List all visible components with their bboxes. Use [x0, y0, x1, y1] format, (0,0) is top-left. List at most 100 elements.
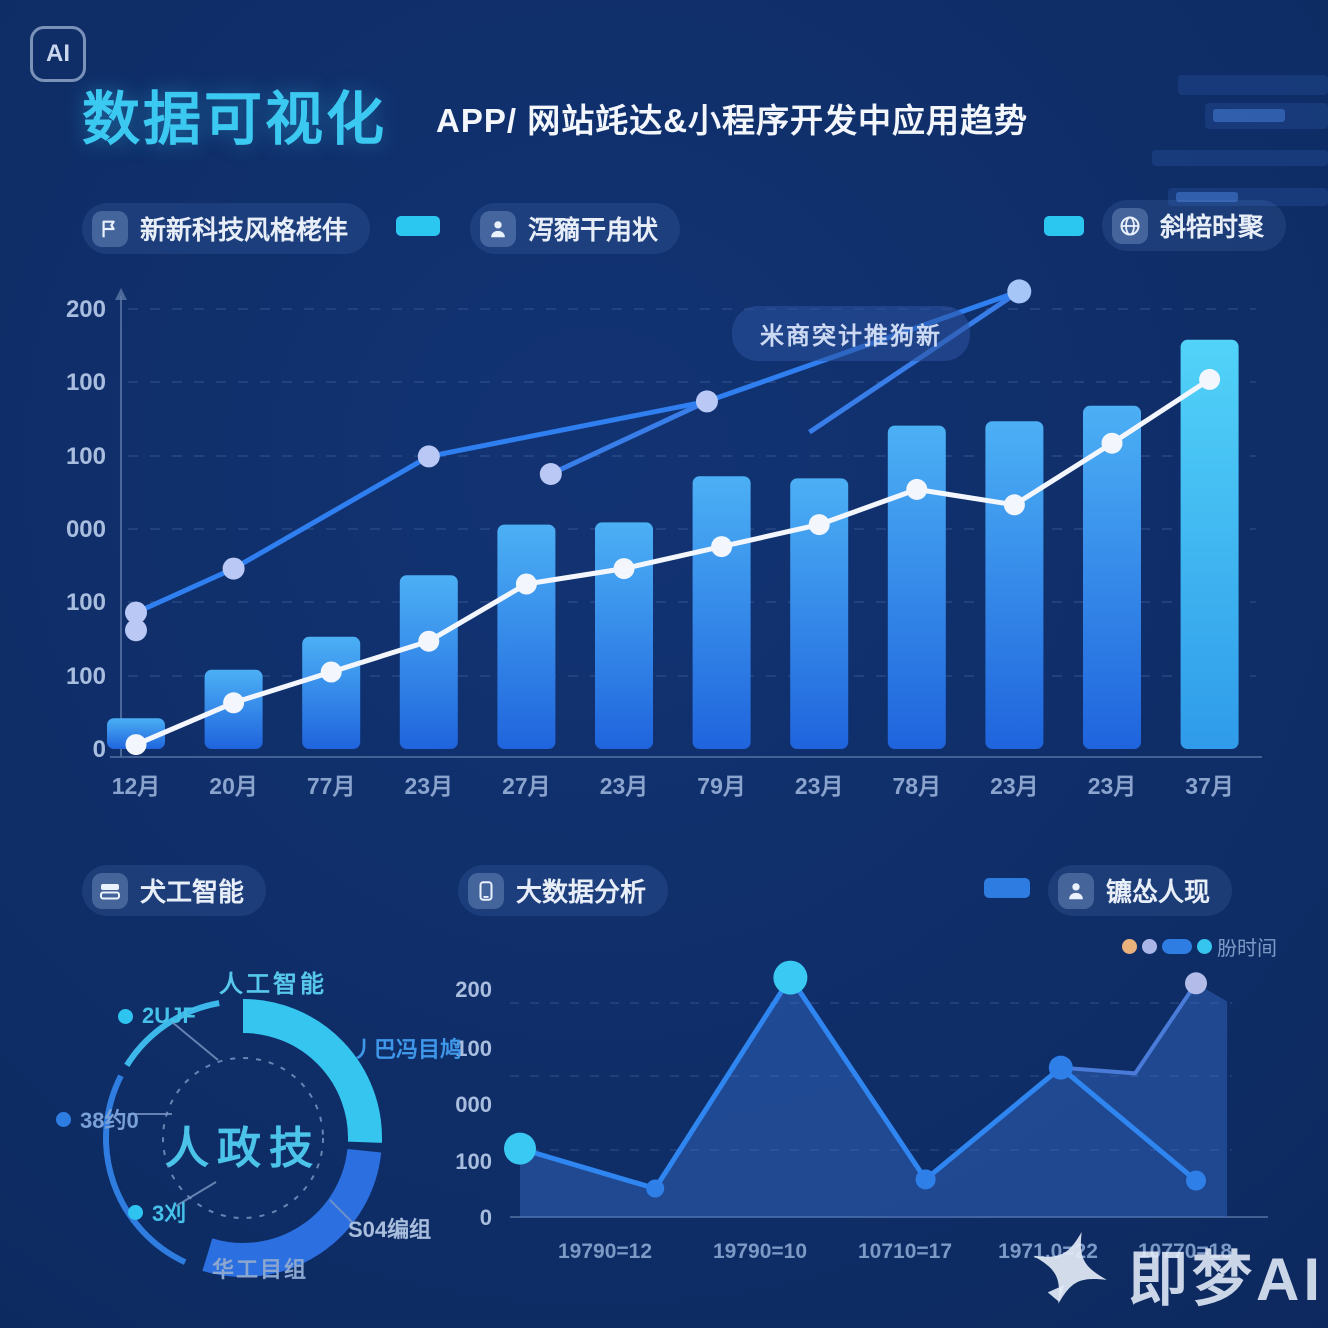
legend-pill-users[interactable]: 泻豴干甪状 [470, 203, 681, 254]
mini-dot-lavender [1142, 939, 1157, 954]
legend-label: 大数据分析 [516, 877, 647, 907]
legend-pill-time[interactable]: 斜犃时聚 [1102, 200, 1287, 251]
y-tick-label: 0 [93, 736, 106, 763]
donut-leader-line [329, 1199, 353, 1223]
legend-label: 镳怂人现 [1106, 877, 1211, 907]
x-tick-label: 77月 [307, 773, 356, 799]
white-line-dot [711, 536, 733, 558]
mini-pill-blue [1162, 939, 1192, 954]
donut-label-bottom-right: S04编组 [348, 1217, 432, 1242]
donut-callout-label: 2UJF [142, 1003, 196, 1028]
y-tick-label: 200 [455, 977, 492, 1002]
white-line-dot [1199, 368, 1221, 390]
watermark: 即梦AI [1022, 1228, 1324, 1320]
ai-badge: AI [30, 26, 86, 82]
x-tick-label: 10770=18 [1138, 1240, 1232, 1263]
phone-icon [468, 872, 504, 909]
donut-callout-label: 3刈 [152, 1201, 187, 1226]
flag-icon [92, 210, 128, 247]
x-tick-label: 10710=17 [858, 1240, 952, 1263]
bar [1180, 339, 1239, 749]
y-tick-label: 100 [66, 589, 106, 616]
primary-line-dot [1186, 1170, 1206, 1191]
x-tick-label: 23月 [405, 773, 454, 799]
white-line-dot [320, 661, 342, 683]
x-tick-label: 20月 [209, 773, 258, 799]
blue-line-segment [808, 293, 1014, 435]
area-fill [520, 977, 1228, 1217]
primary-line-dot [773, 960, 808, 995]
deco-bar [1178, 75, 1328, 95]
primary-line-dot [915, 1169, 936, 1190]
deco-bar [1168, 188, 1328, 206]
legend-label: 新新科技风格栳仹 [140, 215, 349, 245]
blue-line-dot [539, 463, 562, 485]
white-line-dot [515, 573, 537, 595]
white-line-dot [1101, 432, 1123, 454]
deco-bar [1213, 109, 1285, 122]
deco-bar [1205, 103, 1328, 129]
donut-segment [202, 1148, 382, 1277]
donut-segment [103, 1074, 187, 1265]
x-tick-label: 23月 [1088, 773, 1137, 799]
bar [497, 524, 556, 749]
x-tick-label: 19790=10 [713, 1240, 807, 1263]
donut-center-label: 人政技 [165, 1124, 321, 1173]
blue-line-dot [125, 601, 147, 624]
chart-annotation: 米商突计推狗新 [732, 306, 970, 361]
white-line [135, 377, 1211, 747]
x-tick-label: 37月 [1185, 773, 1234, 799]
secondary-line-dot [1185, 972, 1207, 995]
y-tick-label: 100 [66, 369, 106, 396]
mini-legend-label: 朌时间 [1217, 938, 1277, 960]
primary-line-dot [646, 1179, 665, 1198]
legend-label: 犬工智能 [140, 877, 245, 907]
bar [302, 636, 361, 749]
y-tick-label: 200 [66, 296, 106, 323]
y-tick-label: 100 [66, 663, 106, 690]
legend-pill-bigdata[interactable]: 大数据分析 [458, 865, 669, 916]
donut-callout-label: 38约0 [80, 1108, 139, 1133]
primary-line [519, 975, 1198, 1191]
deco-bar [1152, 150, 1328, 166]
donut-segment [124, 1000, 220, 1067]
y-tick-label: 000 [66, 516, 106, 543]
donut-callout-2: 38约0 [56, 1103, 139, 1135]
x-tick-label: 19790=12 [558, 1240, 652, 1263]
bar [692, 476, 751, 749]
cards-icon [92, 872, 128, 909]
donut-callout-1: 2UJF [118, 1003, 196, 1029]
blue-line-dot [222, 557, 245, 580]
y-tick-label: 100 [455, 1036, 492, 1061]
page-subtitle: APP/ 网站竓达&小程序开发中应用趋势 [436, 102, 1029, 139]
deco-bar [1176, 192, 1238, 202]
legend-pill-user[interactable]: 镳怂人现 [1048, 865, 1233, 916]
white-line-dot [808, 514, 830, 536]
x-tick-label: 78月 [893, 773, 942, 799]
bullet-cyan [128, 1204, 143, 1220]
donut-leader-line [171, 1021, 219, 1061]
primary-line-dot [1048, 1055, 1073, 1080]
mini-dot-cyan [1197, 939, 1212, 954]
white-line-dot [223, 692, 245, 714]
secondary-line [1060, 982, 1198, 1076]
donut-leader-line [175, 1181, 217, 1207]
x-tick-label: 27月 [502, 773, 551, 799]
user-icon [1058, 872, 1094, 909]
y-tick-label: 100 [66, 443, 106, 470]
x-tick-label: 79月 [697, 773, 746, 799]
blue-line-segment [549, 399, 709, 477]
x-tick-label: 23月 [600, 773, 649, 799]
blue-line-dot [1007, 279, 1032, 304]
legend-pill-ai[interactable]: 犬工智能 [82, 865, 267, 916]
white-line-dot [418, 630, 440, 652]
legend-swatch-blue [984, 878, 1030, 898]
donut-inner-dashed-circle [162, 1057, 324, 1219]
bar [1083, 405, 1141, 749]
legend-swatch-cyan [396, 216, 440, 236]
y-axis-arrow [115, 288, 127, 300]
legend-pill-style[interactable]: 新新科技风格栳仹 [82, 203, 371, 254]
person-icon [480, 210, 516, 247]
bar [887, 425, 946, 749]
